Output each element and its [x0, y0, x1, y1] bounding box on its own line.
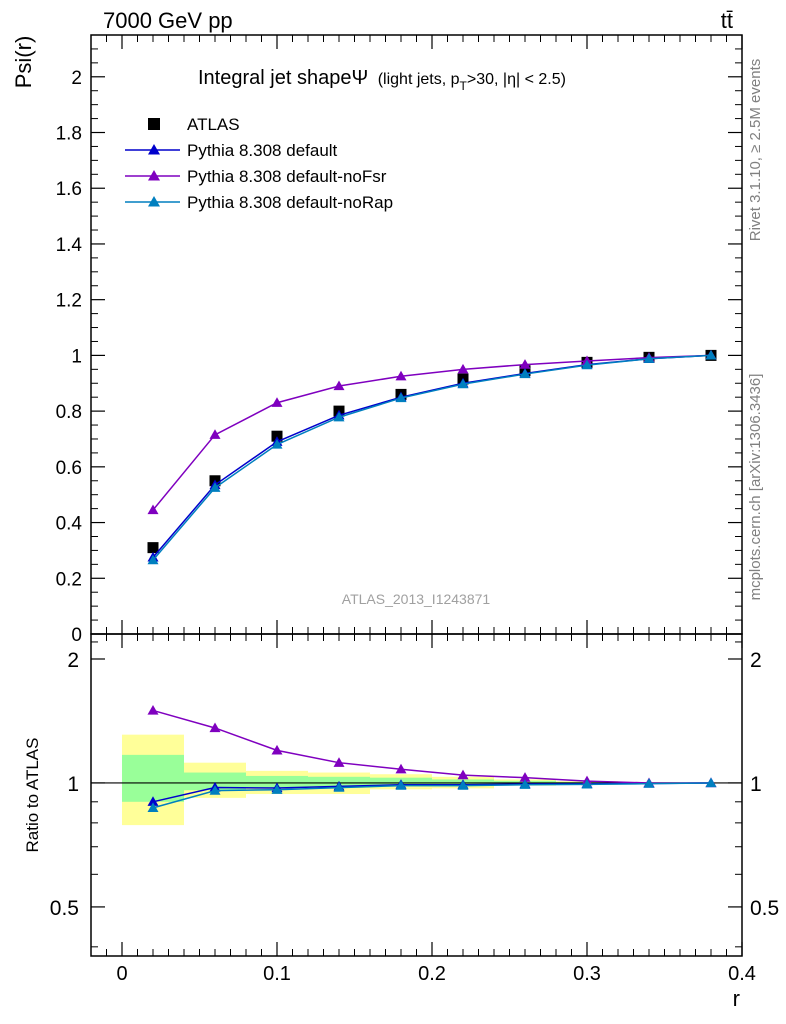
main-series-line: [152, 354, 712, 511]
main-series-line: [152, 354, 712, 558]
ratio-x-tick-label: 0: [116, 963, 127, 985]
main-axes: 0 0.2 0.4 0.6 0.8 1 1.2 1.4 1.6 1.8 2: [56, 35, 743, 646]
ratio-data-point-triangle: [271, 744, 283, 755]
main-data-point-triangle: [209, 429, 221, 439]
main-y-tick-label: 1.4: [56, 235, 83, 256]
ratio-x-tick-label: 0.4: [728, 963, 756, 985]
header-energy-label: 7000 GeV pp: [103, 8, 233, 33]
main-data-point-triangle: [457, 378, 469, 389]
ratio-data-point-triangle: [457, 780, 469, 790]
main-data-point-triangle: [581, 359, 593, 370]
ratio-panel: 0.5 0.5 1 1 2 2 0 0.1 0.2 0.3 0.4 Ratio to ATLAS r: [23, 633, 779, 1011]
ratio-y-tick-label-right: 1: [750, 773, 762, 796]
ratio-data-point-triangle: [209, 785, 221, 795]
legend-entry-label: Pythia 8.308 default-noFsr: [187, 167, 387, 186]
ratio-y-tick-label-right: 0.5: [750, 897, 779, 920]
ratio-data-point-triangle: [147, 802, 159, 812]
ratio-data-point-triangle: [209, 722, 221, 733]
analysis-watermark: ATLAS_2013_I1243871: [342, 591, 491, 607]
ratio-y-tick-label: 0.5: [50, 897, 79, 920]
main-data-point-triangle: [147, 504, 159, 515]
ratio-frame: [90, 633, 743, 957]
ratio-data-point-triangle: [705, 777, 717, 788]
ratio-data-point-triangle: [147, 796, 159, 806]
ratio-x-axis-label: r: [733, 986, 740, 1011]
ratio-data-point-triangle: [333, 782, 345, 792]
ratio-x-tick-label: 0.2: [418, 963, 446, 985]
main-y-tick-label: 0.4: [56, 514, 83, 535]
legend-marker-square: [148, 118, 160, 130]
ratio-data-point-triangle: [519, 779, 531, 789]
ratio-series-line: [152, 782, 712, 809]
ratio-axes: 0.5 0.5 1 1 2 2 0 0.1 0.2 0.3 0.4: [50, 634, 779, 985]
ratio-data-point-triangle: [271, 784, 283, 794]
legend-entry-label: Pythia 8.308 default-noRap: [187, 193, 393, 212]
ratio-data-point-triangle: [457, 769, 469, 780]
ratio-data-point-triangle: [147, 704, 159, 715]
ratio-data-point-triangle: [333, 757, 345, 767]
main-y-tick-label: 0.2: [56, 569, 82, 590]
main-y-tick-label: 2: [71, 68, 82, 89]
title-subtitle-part-2: >30, |η| < 2.5): [467, 71, 566, 88]
main-y-tick-label: 1.8: [56, 124, 82, 145]
main-data-layer: [147, 349, 717, 565]
ratio-y-axis-label: Ratio to ATLAS: [23, 738, 42, 853]
ratio-x-tick-label: 0.3: [573, 963, 601, 985]
ratio-y-tick-label: 1: [67, 773, 79, 796]
ratio-y-tick-label: 2: [67, 649, 79, 672]
main-data-point-triangle: [395, 392, 407, 403]
ratio-data-point-triangle: [643, 778, 655, 788]
main-data-point-triangle: [643, 353, 655, 363]
main-y-tick-label: 0.8: [56, 402, 82, 423]
legend-entry-label: Pythia 8.308 default: [187, 141, 338, 160]
main-panel: 0 0.2 0.4 0.6 0.8 1 1.2 1.4 1.6 1.8 2 Psi(r) Integ…: [11, 34, 743, 646]
ratio-band-inner: [122, 754, 184, 802]
header-process-label: tt̄: [721, 8, 733, 33]
title-subtitle-sub-t: T: [460, 79, 468, 93]
main-y-tick-label: 1.2: [56, 291, 82, 312]
main-data-point-triangle: [395, 370, 407, 381]
ratio-band-inner: [184, 772, 246, 791]
main-chart-title: Integral jet shapeΨ (light jets, pT>30, …: [198, 67, 566, 93]
ratio-data-point-triangle: [395, 763, 407, 774]
ratio-data-point-triangle: [519, 772, 531, 782]
main-data-point-triangle: [271, 439, 283, 449]
main-data-point-square: [271, 430, 283, 442]
rivet-version-label: Rivet 3.1.10, ≥ 2.5M events: [747, 59, 764, 242]
mcplots-label: mcplots.cern.ch [arXiv:1306.3436]: [747, 374, 764, 601]
main-data-point-triangle: [519, 359, 531, 369]
main-series-line: [152, 354, 712, 561]
ratio-data-point-triangle: [581, 778, 593, 789]
ratio-x-tick-label: 0.1: [263, 963, 291, 985]
legend-entry-label: ATLAS: [187, 115, 240, 134]
main-data-point-triangle: [333, 380, 345, 391]
main-data-point-triangle: [147, 554, 159, 565]
main-data-point-triangle: [271, 397, 283, 407]
main-data-point-triangle: [705, 349, 717, 360]
main-y-axis-label: Psi(r): [11, 36, 36, 89]
ratio-band-inner: [246, 775, 308, 788]
legend-marker-triangle: [148, 196, 160, 207]
main-y-tick-label: 0: [71, 625, 82, 646]
main-y-tick-label: 0.6: [56, 458, 82, 479]
main-data-point-triangle: [209, 482, 221, 492]
main-y-tick-label: 1: [71, 346, 82, 367]
legend-marker-triangle: [148, 170, 160, 181]
main-data-point-triangle: [519, 368, 531, 379]
main-data-point-triangle: [333, 411, 345, 422]
ratio-series-line: [152, 709, 711, 784]
main-legend: ATLAS Pythia 8.308 default Pythia 8.308 de…: [125, 115, 393, 212]
ratio-data-layer: [91, 704, 742, 826]
main-y-tick-label: 1.6: [56, 179, 82, 200]
ratio-data-point-triangle: [395, 780, 407, 790]
legend-marker-triangle: [148, 144, 160, 155]
title-subtitle-part-1: (light jets, p: [378, 71, 460, 88]
ratio-y-tick-label-right: 2: [750, 649, 762, 672]
main-data-point-triangle: [457, 363, 469, 374]
main-data-point-square: [147, 542, 159, 554]
